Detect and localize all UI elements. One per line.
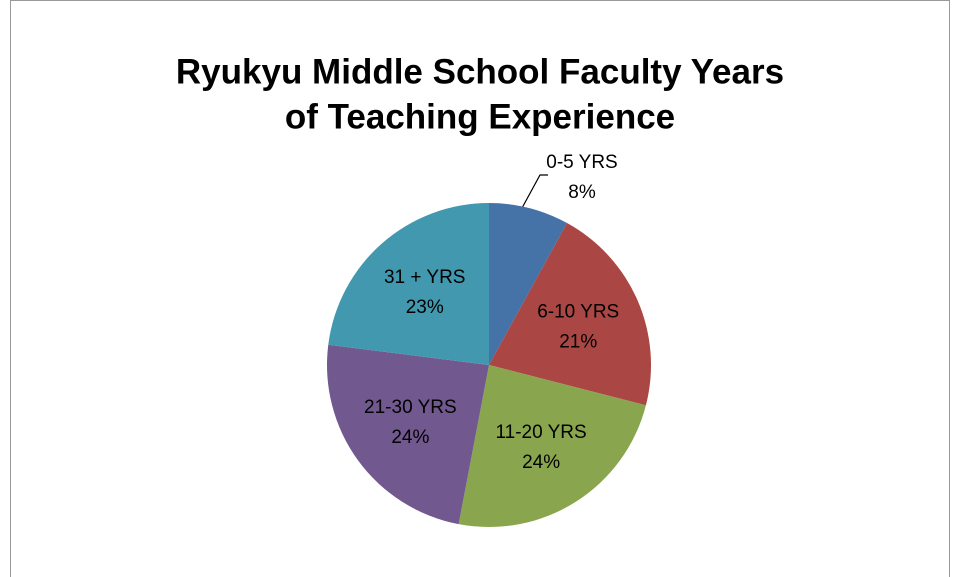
data-label-value: 21%: [559, 331, 597, 352]
pie-slice: [458, 365, 646, 527]
data-label-value: 8%: [568, 182, 596, 203]
data-label-category: 0-5 YRS: [546, 152, 617, 173]
data-label-value: 24%: [522, 452, 560, 473]
data-label-value: 23%: [406, 297, 444, 318]
data-label-category: 21-30 YRS: [364, 397, 457, 418]
pie-slice: [489, 223, 651, 406]
data-label-value: 24%: [391, 427, 429, 448]
chart-title: Ryukyu Middle School Faculty Years: [176, 52, 784, 91]
pie-slice: [327, 344, 489, 525]
leader-line: [521, 174, 548, 209]
data-label-category: 11-20 YRS: [495, 422, 586, 443]
pie-slice: [489, 203, 568, 365]
pie-slice: [328, 203, 489, 365]
data-label-category: 6-10 YRS: [537, 301, 619, 322]
chart-title: of Teaching Experience: [285, 97, 675, 136]
data-label-category: 31 + YRS: [384, 267, 466, 288]
